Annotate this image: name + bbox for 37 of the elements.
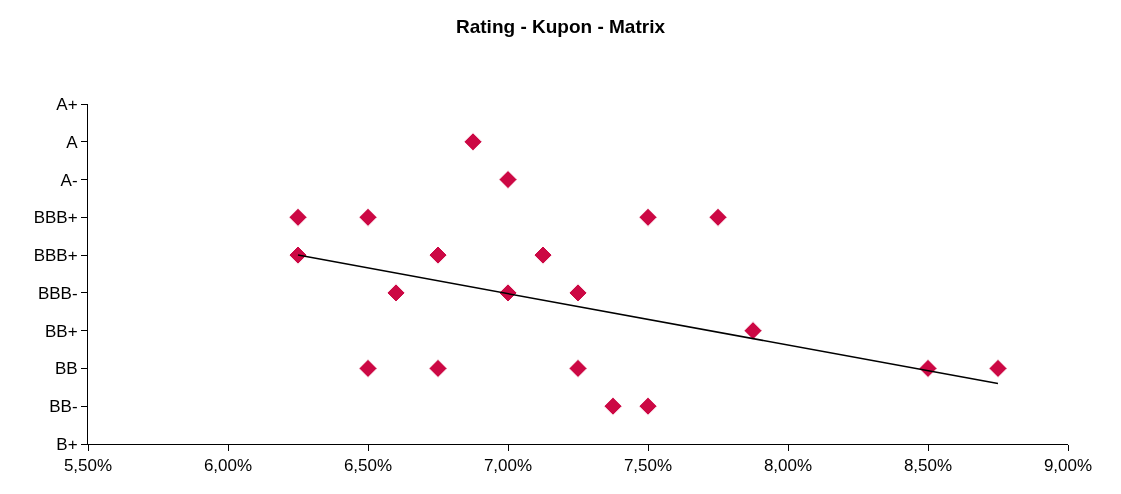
category-label: BB [54, 359, 78, 379]
point [428, 245, 448, 265]
point [498, 169, 518, 190]
point [428, 358, 448, 379]
category-label: A- [60, 170, 78, 190]
x-tick-label: 7,50% [623, 456, 673, 476]
point [638, 207, 658, 227]
point [533, 245, 553, 265]
point [358, 358, 378, 379]
x-tick-label: 8,00% [763, 456, 813, 476]
point [603, 396, 623, 416]
point [708, 207, 728, 227]
category-label: B+ [56, 434, 78, 454]
point [386, 283, 406, 303]
point [288, 207, 308, 227]
x-tick-label: 5,50% [63, 456, 113, 476]
x-tick-label: 6,50% [343, 456, 393, 476]
chart-title: Rating - Kupon - Matrix [456, 16, 666, 38]
point [638, 396, 658, 416]
x-tick-label: 6,00% [203, 456, 253, 476]
category-label: BBB+ [33, 208, 78, 228]
x-tick-label: 9,00% [1043, 456, 1093, 476]
category-label: BBB- [37, 283, 78, 303]
category-label: BB- [49, 397, 78, 417]
category-label: BBB+ [33, 246, 78, 266]
category-label: BB+ [44, 321, 78, 341]
category-label: A+ [56, 94, 78, 114]
point [988, 358, 1008, 379]
point [358, 207, 378, 227]
point [463, 132, 483, 152]
point [743, 321, 763, 341]
point [288, 245, 308, 265]
x-tick-label: 7,00% [483, 456, 533, 476]
category-label: A [66, 132, 78, 152]
point [568, 283, 588, 303]
point [568, 358, 588, 379]
x-tick-label: 8,50% [903, 456, 953, 476]
